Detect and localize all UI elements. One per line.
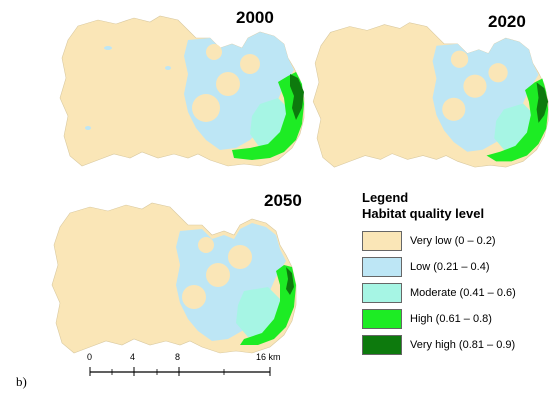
legend: Legend Habitat quality level Very low (0… bbox=[362, 190, 542, 355]
legend-label-very-high: Very high (0.81 – 0.9) bbox=[410, 339, 516, 351]
habitat-map-2020 bbox=[312, 22, 549, 168]
map-2020: 2020 bbox=[292, 12, 550, 172]
map-2050: 2050 bbox=[30, 191, 310, 355]
scale-tick-0: 0 bbox=[87, 352, 93, 362]
habitat-map-2050 bbox=[51, 202, 297, 354]
legend-subtitle: Habitat quality level bbox=[362, 206, 485, 221]
scale-bar-graphic bbox=[89, 367, 271, 376]
legend-item-very-low: Very low (0 – 0.2) bbox=[362, 230, 496, 252]
scale-tick-8: 8 bbox=[175, 352, 181, 362]
scale-tick-16: 16 km bbox=[256, 352, 281, 362]
legend-label-high: High (0.61 – 0.8) bbox=[410, 313, 492, 325]
legend-label-moderate: Moderate (0.41 – 0.6) bbox=[410, 287, 516, 299]
legend-label-low: Low (0.21 – 0.4) bbox=[410, 261, 490, 273]
legend-swatch-very-high bbox=[362, 335, 402, 355]
year-label-2000: 2000 bbox=[236, 8, 274, 27]
legend-item-very-high: Very high (0.81 – 0.9) bbox=[362, 334, 515, 356]
legend-label-very-low: Very low (0 – 0.2) bbox=[410, 235, 496, 247]
map-2000: 2000 bbox=[38, 8, 308, 168]
legend-swatch-very-low bbox=[362, 231, 402, 251]
legend-swatch-high bbox=[362, 309, 402, 329]
habitat-map-2000 bbox=[59, 15, 305, 167]
legend-item-high: High (0.61 – 0.8) bbox=[362, 308, 492, 330]
figure-label: b) bbox=[16, 374, 27, 389]
legend-item-moderate: Moderate (0.41 – 0.6) bbox=[362, 282, 516, 304]
legend-item-low: Low (0.21 – 0.4) bbox=[362, 256, 490, 278]
scale-bar: 0 4 8 16 km bbox=[82, 352, 282, 382]
legend-title: Legend bbox=[362, 190, 409, 205]
year-label-2020: 2020 bbox=[488, 12, 526, 31]
year-label-2050: 2050 bbox=[264, 191, 302, 210]
scale-tick-4: 4 bbox=[130, 352, 136, 362]
legend-swatch-moderate bbox=[362, 283, 402, 303]
legend-swatch-low bbox=[362, 257, 402, 277]
